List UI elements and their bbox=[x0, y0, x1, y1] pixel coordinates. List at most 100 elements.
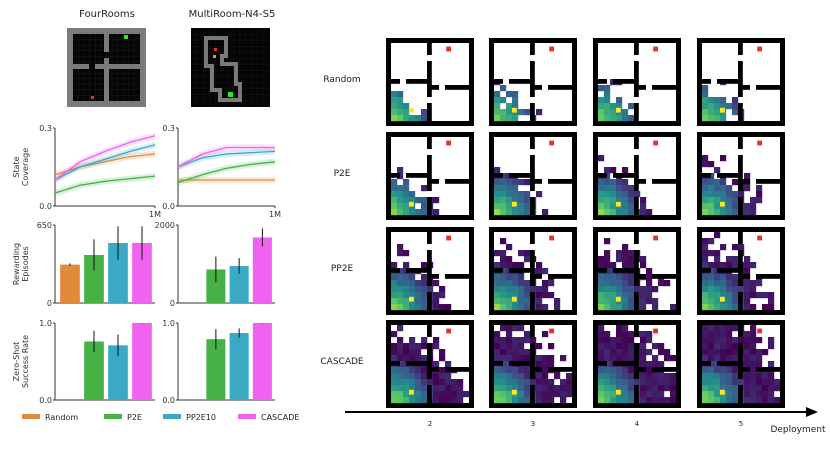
visited-cell bbox=[391, 391, 398, 398]
visited-cell bbox=[500, 349, 507, 356]
visited-cell bbox=[536, 385, 543, 392]
visited-cell bbox=[512, 373, 519, 380]
visited-cell bbox=[744, 343, 751, 350]
multiroom-door bbox=[213, 55, 216, 58]
visited-cell bbox=[421, 209, 428, 216]
visited-cell bbox=[598, 256, 605, 263]
visited-cell bbox=[720, 274, 727, 281]
series-line-pp2e10 bbox=[177, 150, 276, 168]
visited-cell bbox=[664, 397, 671, 404]
visited-cell bbox=[726, 331, 733, 338]
visited-cell bbox=[750, 331, 757, 338]
visited-cell bbox=[708, 103, 715, 110]
bar-cascade bbox=[252, 237, 272, 303]
visited-cell bbox=[506, 91, 513, 98]
visited-cell bbox=[604, 85, 611, 92]
visited-cell bbox=[616, 379, 623, 386]
visited-cell bbox=[403, 343, 410, 350]
visited-cell bbox=[616, 256, 623, 263]
visited-cell bbox=[445, 391, 452, 398]
visited-cell bbox=[604, 274, 611, 281]
visited-cell bbox=[726, 373, 733, 380]
visited-cell bbox=[494, 331, 501, 338]
visited-cell bbox=[714, 343, 721, 350]
visited-cell bbox=[506, 373, 513, 380]
visited-cell bbox=[622, 115, 629, 122]
visited-cell bbox=[732, 379, 739, 386]
visited-cell bbox=[500, 85, 507, 92]
visited-cell bbox=[640, 286, 647, 293]
visited-cell bbox=[397, 185, 404, 192]
visited-cell bbox=[604, 109, 611, 116]
bar-p2e bbox=[206, 269, 226, 303]
visited-cell bbox=[732, 325, 739, 332]
visited-cell bbox=[403, 115, 410, 122]
visited-cell bbox=[518, 349, 525, 356]
visited-cell bbox=[548, 361, 555, 368]
inner-wall-h-mid bbox=[613, 79, 634, 84]
visited-cell bbox=[397, 391, 404, 398]
inner-wall-v-end bbox=[738, 103, 743, 121]
visited-cell bbox=[506, 343, 513, 350]
x-tick-label: 1M bbox=[269, 210, 281, 219]
y-tick-label-top: 1.0 bbox=[39, 319, 52, 328]
visited-cell bbox=[646, 337, 653, 344]
visited-cell bbox=[560, 391, 567, 398]
visited-cell bbox=[610, 304, 617, 311]
visited-cell bbox=[768, 397, 775, 404]
visited-cell bbox=[726, 367, 733, 374]
visited-cell bbox=[445, 373, 452, 380]
row-label-cascade: CASCADE bbox=[320, 357, 364, 367]
series-band-pp2e10 bbox=[178, 148, 275, 171]
visited-cell bbox=[702, 185, 709, 192]
visited-cell bbox=[494, 109, 501, 116]
visited-cell bbox=[397, 397, 404, 404]
visited-cell bbox=[500, 304, 507, 311]
visited-cell bbox=[610, 286, 617, 293]
visited-cell bbox=[622, 179, 629, 186]
visited-cell bbox=[732, 203, 739, 210]
visited-cell bbox=[397, 304, 404, 311]
visited-cell bbox=[494, 274, 501, 281]
visited-cell bbox=[439, 286, 446, 293]
inner-wall-v-bottom bbox=[634, 155, 639, 191]
visited-cell bbox=[664, 373, 671, 380]
goal-marker bbox=[549, 46, 554, 52]
visited-cell bbox=[598, 209, 605, 216]
visited-cell bbox=[714, 337, 721, 344]
bar-cascade bbox=[252, 323, 272, 400]
visited-cell bbox=[622, 197, 629, 204]
visited-cell bbox=[646, 373, 653, 380]
visited-cell bbox=[640, 343, 647, 350]
deployment-tick-3: 3 bbox=[531, 420, 535, 428]
visited-cell bbox=[720, 385, 727, 392]
visited-cell bbox=[500, 191, 507, 198]
visited-cell bbox=[403, 179, 410, 186]
visited-cell bbox=[506, 385, 513, 392]
heatmap-random-3 bbox=[489, 38, 577, 126]
visited-cell bbox=[433, 298, 440, 305]
chart-panel-2: 650 0 Rewarding Episodes bbox=[12, 221, 155, 308]
visited-cell bbox=[427, 379, 434, 386]
visited-cell bbox=[500, 379, 507, 386]
inner-wall-v-top bbox=[530, 137, 535, 149]
visited-cell bbox=[726, 185, 733, 192]
visited-cell bbox=[457, 391, 464, 398]
visited-cell bbox=[433, 197, 440, 204]
deployment-label: Deployment bbox=[770, 425, 826, 435]
visited-cell bbox=[640, 256, 647, 263]
goal-marker bbox=[549, 235, 554, 241]
visited-cell bbox=[708, 115, 715, 122]
visited-cell bbox=[542, 268, 549, 275]
visited-cell bbox=[598, 349, 605, 356]
visited-cell bbox=[524, 203, 531, 210]
visited-cell bbox=[768, 391, 775, 398]
visited-cell bbox=[397, 268, 404, 275]
inner-wall-v-bottom bbox=[634, 343, 639, 379]
visited-cell bbox=[506, 209, 513, 216]
visited-cell bbox=[732, 337, 739, 344]
inner-wall-v-end bbox=[738, 292, 743, 310]
visited-cell bbox=[732, 343, 739, 350]
series-line-pp2e10 bbox=[54, 144, 156, 181]
inner-wall-h-right2 bbox=[756, 367, 780, 372]
